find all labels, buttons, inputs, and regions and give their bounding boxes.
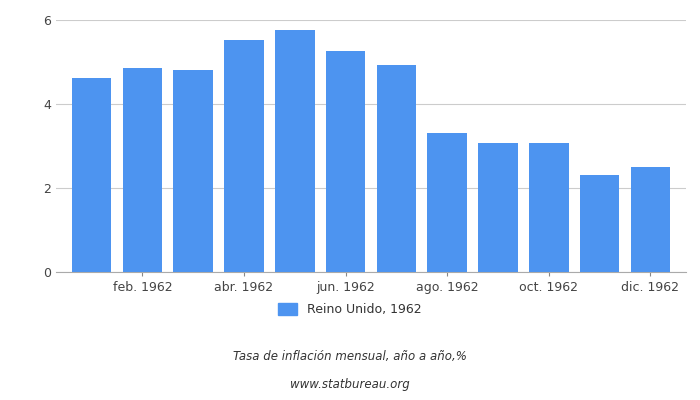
Bar bbox=[71, 78, 111, 272]
Bar bbox=[326, 51, 365, 272]
Bar bbox=[224, 40, 264, 272]
Bar bbox=[580, 175, 620, 272]
Bar bbox=[174, 70, 213, 272]
Bar bbox=[275, 30, 314, 272]
Text: Tasa de inflación mensual, año a año,%: Tasa de inflación mensual, año a año,% bbox=[233, 350, 467, 363]
Bar bbox=[478, 143, 518, 272]
Bar bbox=[631, 168, 671, 272]
Bar bbox=[122, 68, 162, 272]
Bar bbox=[377, 65, 416, 272]
Legend: Reino Unido, 1962: Reino Unido, 1962 bbox=[273, 298, 427, 321]
Bar bbox=[529, 143, 568, 272]
Text: www.statbureau.org: www.statbureau.org bbox=[290, 378, 410, 391]
Bar bbox=[428, 133, 467, 272]
